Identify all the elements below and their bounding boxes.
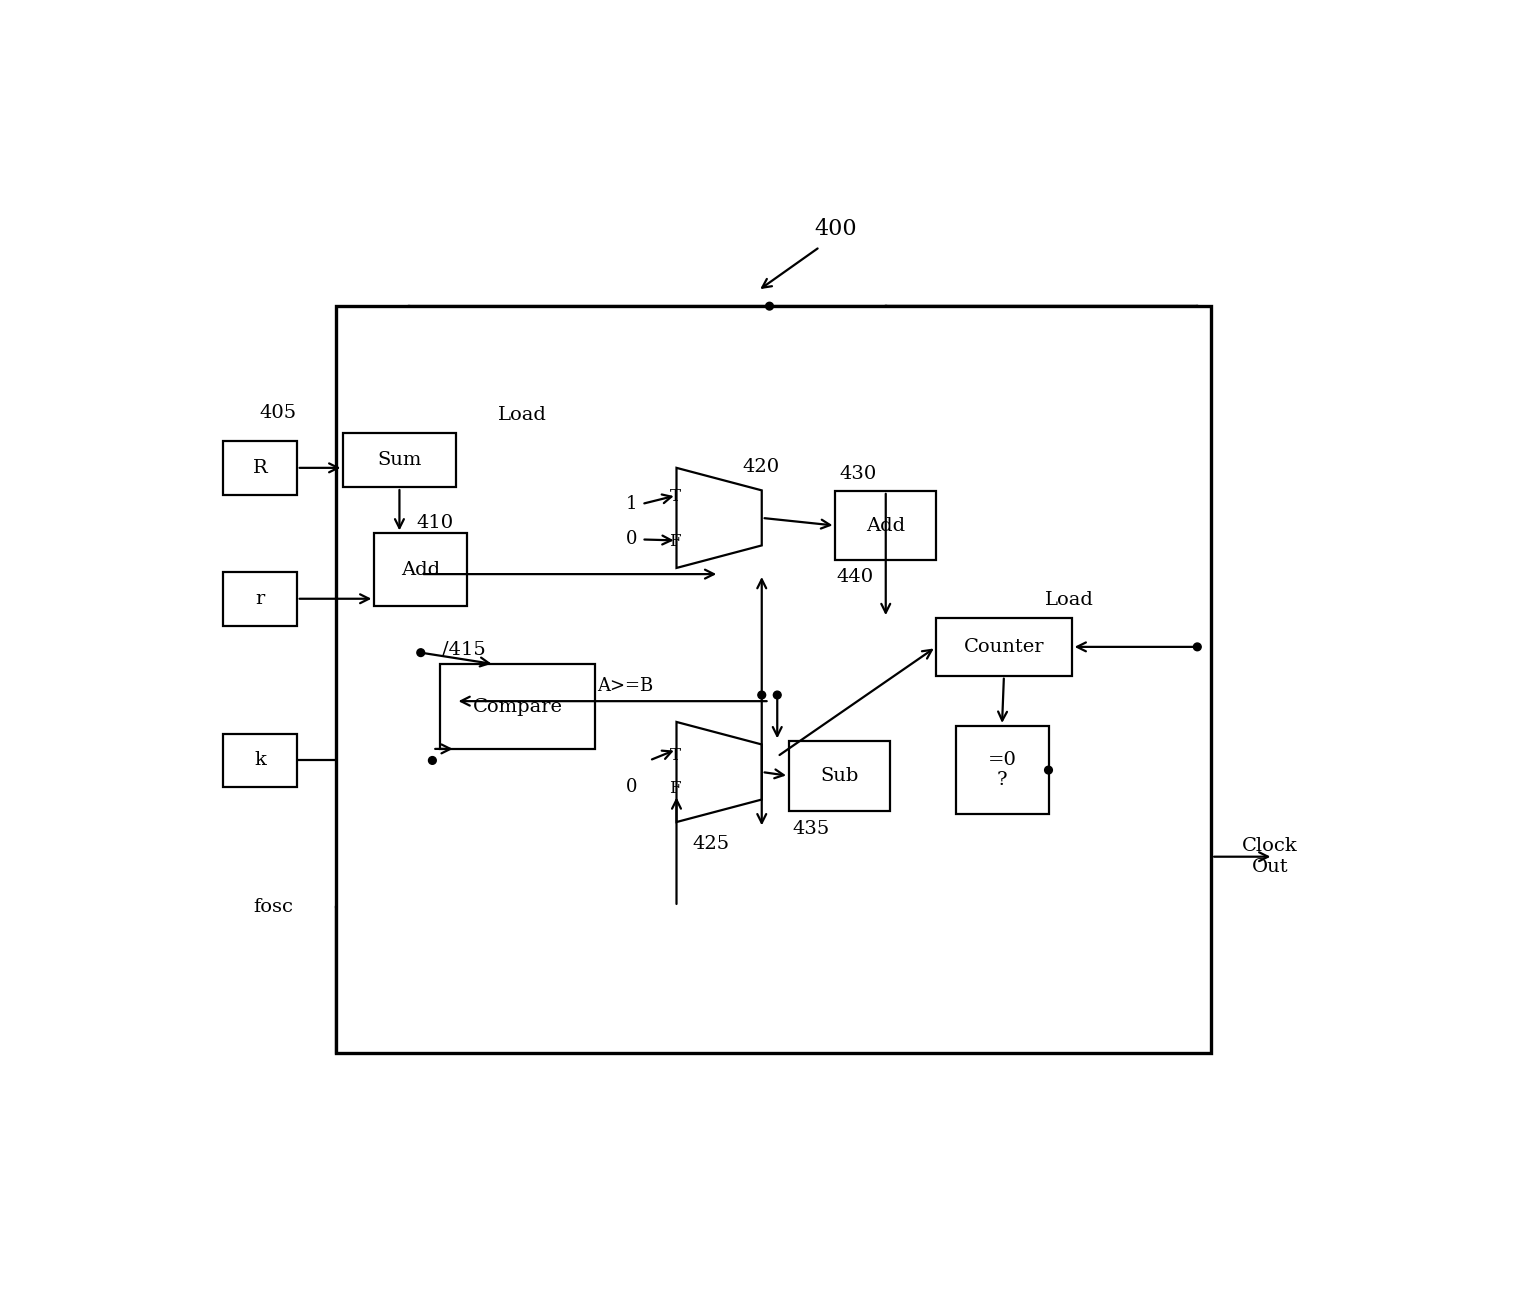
Bar [223,733,297,788]
Text: 1: 1 [626,495,638,514]
Text: Clock
Out: Clock Out [1242,837,1299,876]
Text: Sub: Sub [821,767,859,785]
Bar [936,618,1071,676]
Text: 430: 430 [839,465,876,484]
Text: Counter: Counter [964,638,1044,656]
Bar [956,725,1048,814]
Bar [788,741,890,810]
Bar [373,533,467,606]
Polygon shape [676,722,762,822]
Text: R: R [252,459,267,477]
Circle shape [417,649,424,656]
Circle shape [1193,644,1202,651]
Circle shape [765,303,773,309]
Circle shape [429,757,437,764]
Text: Sum: Sum [377,451,421,469]
Text: k: k [254,751,266,770]
Bar [223,572,297,625]
Text: 0: 0 [626,530,638,549]
Text: =0
?: =0 ? [988,750,1016,789]
Text: 420: 420 [742,458,779,476]
Text: T: T [670,746,681,763]
Circle shape [773,692,781,699]
Text: 0: 0 [626,779,638,797]
Text: r: r [255,590,264,608]
Bar [836,491,936,560]
Text: F: F [669,780,681,797]
Text: 410: 410 [417,514,453,532]
Bar [335,306,1211,1053]
Text: Add: Add [867,516,905,534]
Bar [343,433,455,488]
Polygon shape [676,468,762,568]
Text: 435: 435 [793,820,830,837]
Text: fosc: fosc [254,898,294,915]
Text: 400: 400 [815,218,856,240]
Text: T: T [670,488,681,504]
Text: Add: Add [401,560,440,578]
Text: /415: /415 [443,640,486,658]
Text: Load: Load [1045,590,1093,608]
Text: Load: Load [498,406,547,424]
Text: 440: 440 [838,568,875,586]
Text: 425: 425 [692,835,729,853]
Circle shape [758,692,765,699]
Circle shape [1045,766,1053,773]
Text: A>=B: A>=B [598,677,653,694]
Bar [223,441,297,495]
Text: Compare: Compare [472,698,563,715]
Text: 405: 405 [260,404,297,421]
Bar [440,664,595,749]
Text: F: F [669,533,681,550]
